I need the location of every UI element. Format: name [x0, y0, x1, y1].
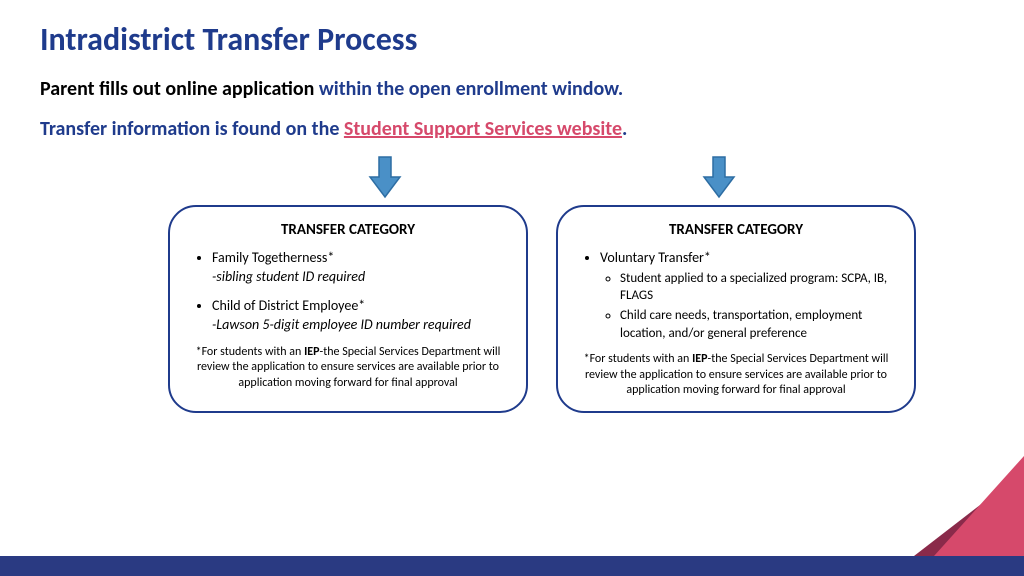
list-item: Family Togetherness* -sibling student ID… [212, 249, 506, 287]
slide: Intradistrict Transfer Process Parent fi… [0, 0, 1024, 576]
arrow-down-icon [368, 155, 402, 199]
list-item: Child of District Employee* -Lawson 5-di… [212, 297, 506, 335]
intro-bold: Parent fills out online application [40, 77, 314, 101]
category-list: Voluntary Transfer* Student applied to a… [578, 249, 894, 342]
page-title: Intradistrict Transfer Process [40, 20, 984, 59]
box-heading: TRANSFER CATEGORY [190, 221, 506, 239]
footnote: *For students with an IEP-the Special Se… [578, 352, 894, 399]
intro-line2b: . [622, 117, 627, 141]
transfer-category-box-right: TRANSFER CATEGORY Voluntary Transfer* St… [556, 205, 916, 413]
intro-line2a: Transfer information is found on the [40, 117, 344, 141]
list-item: Voluntary Transfer* Student applied to a… [600, 249, 894, 342]
item-label: Child of District Employee* [212, 297, 365, 314]
transfer-category-box-left: TRANSFER CATEGORY Family Togetherness* -… [168, 205, 528, 413]
sub-item: Student applied to a specialized program… [620, 270, 894, 305]
arrow-down-icon [702, 155, 736, 199]
footnote-pre: *For students with an [584, 352, 692, 366]
category-list: Family Togetherness* -sibling student ID… [190, 249, 506, 335]
footnote: *For students with an IEP-the Special Se… [190, 345, 506, 392]
decorative-triangle-pink [934, 456, 1024, 556]
boxes-row: TRANSFER CATEGORY Family Togetherness* -… [100, 205, 984, 413]
item-label: Voluntary Transfer* [600, 249, 711, 266]
arrows-row [120, 155, 984, 199]
item-label: Family Togetherness* [212, 249, 334, 266]
sub-item: Child care needs, transportation, employ… [620, 307, 894, 342]
intro-rest-1: within the open enrollment window. [314, 77, 623, 101]
bottom-bar [0, 556, 1024, 576]
item-sub: -Lawson 5-digit employee ID number requi… [212, 316, 471, 333]
footnote-iep: IEP [692, 352, 707, 366]
item-sub: -sibling student ID required [212, 268, 365, 285]
intro-line-2: Transfer information is found on the Stu… [40, 115, 984, 143]
support-services-link[interactable]: Student Support Services website [344, 117, 622, 141]
sub-list: Student applied to a specialized program… [600, 270, 894, 342]
footnote-iep: IEP [304, 345, 319, 359]
footnote-pre: *For students with an [196, 345, 304, 359]
intro-line-1: Parent fills out online application with… [40, 75, 984, 103]
box-heading: TRANSFER CATEGORY [578, 221, 894, 239]
